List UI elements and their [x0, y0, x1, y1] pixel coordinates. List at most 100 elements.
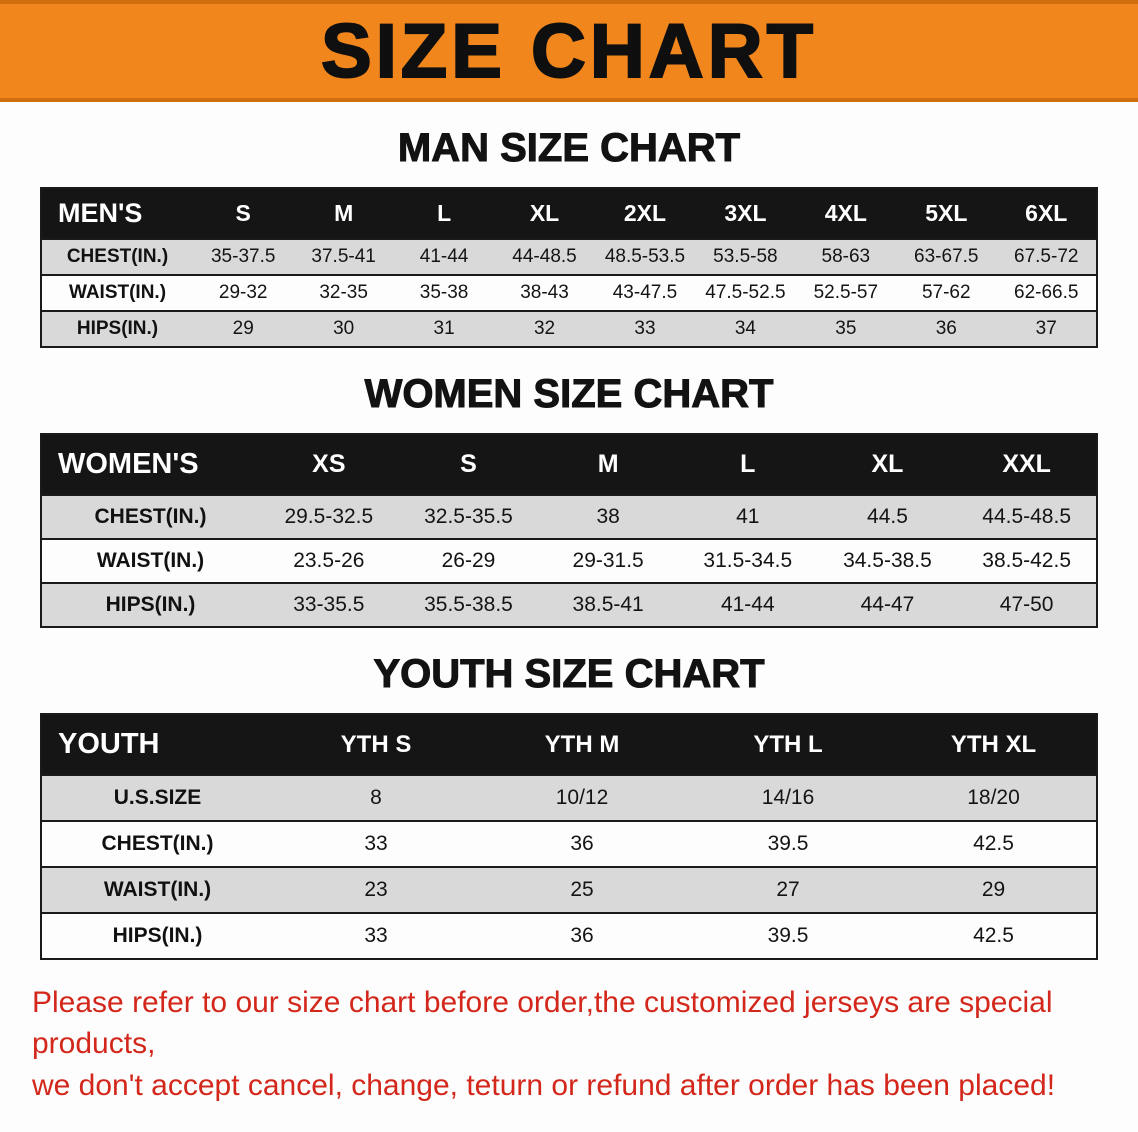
measurement-value-cell: 42.5	[891, 912, 1097, 960]
measurement-value-cell: 32	[494, 310, 595, 348]
measurement-label-cell: CHEST(IN.)	[41, 820, 273, 868]
measurement-value-cell: 38.5-41	[538, 582, 678, 628]
measurement-value-cell: 44.5-48.5	[957, 494, 1097, 540]
youth-size-chart-section: YOUTH SIZE CHART YOUTH YTH S YTH M YTH L YTH…	[0, 652, 1138, 960]
table-header-row: WOMEN'S XS S M L XL XXL	[41, 433, 1097, 496]
size-header-cell: 4XL	[795, 187, 897, 240]
measurement-value-cell: 26-29	[398, 538, 539, 584]
measurement-value-cell: 38	[538, 494, 678, 540]
men-chart-heading: MAN SIZE CHART	[397, 126, 741, 171]
measurement-value-cell: 41-44	[393, 238, 495, 276]
measurement-value-cell: 34.5-38.5	[817, 538, 958, 584]
measurement-label-cell: WAIST(IN.)	[41, 538, 259, 584]
measurement-value-cell: 8	[273, 774, 479, 822]
measurement-value-cell: 37.5-41	[293, 238, 394, 276]
measurement-value-cell: 10/12	[479, 774, 685, 822]
measurement-value-cell: 63-67.5	[896, 238, 997, 276]
measurement-label-cell: U.S.SIZE	[41, 774, 273, 822]
measurement-value-cell: 37	[996, 310, 1097, 348]
measurement-value-cell: 33	[273, 912, 479, 960]
measurement-value-cell: 44-47	[817, 582, 958, 628]
size-header-cell: 6XL	[996, 187, 1097, 240]
size-header-cell: XL	[494, 187, 595, 240]
measurement-value-cell: 25	[479, 866, 685, 914]
measurement-value-cell: 41	[677, 494, 818, 540]
size-header-cell: 2XL	[594, 187, 696, 240]
measurement-value-cell: 48.5-53.5	[594, 238, 696, 276]
women-size-chart-section: WOMEN SIZE CHART WOMEN'S XS S M L XL XXL CHEST(…	[0, 372, 1138, 628]
measurement-value-cell: 30	[293, 310, 394, 348]
size-header-cell: L	[677, 433, 818, 496]
measurement-value-cell: 35-38	[393, 274, 495, 312]
table-row: CHEST(IN.) 35-37.5 37.5-41 41-44 44-48.5 48.5…	[41, 238, 1097, 276]
measurement-value-cell: 42.5	[891, 820, 1097, 868]
measurement-value-cell: 52.5-57	[795, 274, 897, 312]
youth-size-table: YOUTH YTH S YTH M YTH L YTH XL U.S.SIZE 8 10/12…	[40, 713, 1098, 960]
measurement-value-cell: 34	[695, 310, 796, 348]
measurement-label-cell: CHEST(IN.)	[41, 238, 193, 276]
measurement-value-cell: 38.5-42.5	[957, 538, 1097, 584]
size-header-cell: XXL	[957, 433, 1097, 496]
measurement-value-cell: 38-43	[494, 274, 595, 312]
banner-title: SIZE CHART	[320, 8, 817, 95]
measurement-label-cell: HIPS(IN.)	[41, 582, 259, 628]
measurement-value-cell: 32-35	[293, 274, 394, 312]
table-row: CHEST(IN.) 33 36 39.5 42.5	[41, 820, 1097, 868]
size-header-cell: XS	[259, 433, 399, 496]
table-row: WAIST(IN.) 23 25 27 29	[41, 866, 1097, 914]
size-header-cell: YTH S	[273, 713, 479, 776]
measurement-label-cell: HIPS(IN.)	[41, 310, 193, 348]
size-header-cell: L	[393, 187, 495, 240]
table-header-row: MEN'S S M L XL 2XL 3XL 4XL 5XL 6XL	[41, 187, 1097, 240]
table-title-cell: WOMEN'S	[41, 433, 259, 496]
table-row: WAIST(IN.) 23.5-26 26-29 29-31.5 31.5-34.5 34…	[41, 538, 1097, 584]
measurement-value-cell: 41-44	[677, 582, 818, 628]
men-size-table: MEN'S S M L XL 2XL 3XL 4XL 5XL 6XL CHEST(IN.) 35-37…	[40, 187, 1098, 348]
measurement-value-cell: 57-62	[896, 274, 997, 312]
measurement-value-cell: 33	[273, 820, 479, 868]
size-header-cell: XL	[817, 433, 958, 496]
table-row: HIPS(IN.) 33-35.5 35.5-38.5 38.5-41 41-44 44-…	[41, 582, 1097, 628]
measurement-value-cell: 29-31.5	[538, 538, 678, 584]
size-header-cell: YTH M	[479, 713, 685, 776]
order-disclaimer: Please refer to our size chart before or…	[32, 982, 1118, 1106]
measurement-value-cell: 29-32	[193, 274, 294, 312]
measurement-value-cell: 44.5	[817, 494, 958, 540]
size-header-cell: YTH XL	[891, 713, 1097, 776]
measurement-value-cell: 67.5-72	[996, 238, 1097, 276]
measurement-label-cell: WAIST(IN.)	[41, 274, 193, 312]
measurement-value-cell: 33-35.5	[259, 582, 399, 628]
measurement-value-cell: 47-50	[957, 582, 1097, 628]
measurement-value-cell: 29	[891, 866, 1097, 914]
size-header-cell: M	[293, 187, 394, 240]
size-header-cell: S	[398, 433, 539, 496]
women-size-table: WOMEN'S XS S M L XL XXL CHEST(IN.) 29.5-32.5 32.5…	[40, 433, 1098, 628]
table-row: CHEST(IN.) 29.5-32.5 32.5-35.5 38 41 44.5 44.5…	[41, 494, 1097, 540]
measurement-value-cell: 23.5-26	[259, 538, 399, 584]
men-size-chart-section: MAN SIZE CHART MEN'S S M L XL 2XL 3XL 4XL 5XL 6XL…	[0, 126, 1138, 348]
measurement-label-cell: CHEST(IN.)	[41, 494, 259, 540]
disclaimer-line-2: we don't accept cancel, change, teturn o…	[32, 1068, 1056, 1102]
measurement-label-cell: HIPS(IN.)	[41, 912, 273, 960]
table-row: HIPS(IN.) 29 30 31 32 33 34 35 36 37	[41, 310, 1097, 348]
measurement-value-cell: 32.5-35.5	[398, 494, 539, 540]
measurement-value-cell: 33	[594, 310, 696, 348]
measurement-value-cell: 36	[479, 820, 685, 868]
measurement-value-cell: 39.5	[685, 912, 891, 960]
women-chart-heading: WOMEN SIZE CHART	[364, 372, 774, 417]
size-header-cell: M	[538, 433, 678, 496]
measurement-label-cell: WAIST(IN.)	[41, 866, 273, 914]
measurement-value-cell: 36	[479, 912, 685, 960]
table-row: HIPS(IN.) 33 36 39.5 42.5	[41, 912, 1097, 960]
measurement-value-cell: 31.5-34.5	[677, 538, 818, 584]
measurement-value-cell: 35.5-38.5	[398, 582, 539, 628]
measurement-value-cell: 47.5-52.5	[695, 274, 796, 312]
measurement-value-cell: 43-47.5	[594, 274, 696, 312]
table-row: U.S.SIZE 8 10/12 14/16 18/20	[41, 774, 1097, 822]
table-title-cell: YOUTH	[41, 713, 273, 776]
measurement-value-cell: 14/16	[685, 774, 891, 822]
youth-chart-heading: YOUTH SIZE CHART	[373, 652, 765, 697]
size-header-cell: 5XL	[896, 187, 997, 240]
measurement-value-cell: 58-63	[795, 238, 897, 276]
size-chart-banner: SIZE CHART	[0, 0, 1138, 102]
